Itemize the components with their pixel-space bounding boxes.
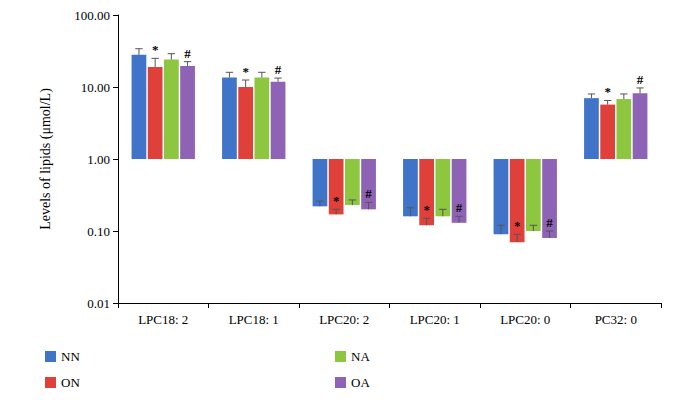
svg-text:OA: OA: [351, 375, 370, 390]
svg-text:*: *: [152, 42, 159, 57]
svg-text:#: #: [456, 200, 463, 215]
svg-text:LPC20: 1: LPC20: 1: [410, 312, 460, 327]
svg-text:#: #: [184, 46, 191, 61]
svg-text:*: *: [423, 202, 430, 217]
svg-text:*: *: [514, 218, 521, 233]
svg-text:#: #: [275, 62, 282, 77]
svg-text:PC32: 0: PC32: 0: [595, 312, 637, 327]
svg-text:10.00: 10.00: [81, 80, 110, 95]
svg-text:*: *: [604, 84, 611, 99]
svg-text:LPC20: 2: LPC20: 2: [319, 312, 369, 327]
svg-text:LPC18: 2: LPC18: 2: [138, 312, 188, 327]
svg-text:100.00: 100.00: [74, 8, 110, 23]
svg-text:*: *: [242, 64, 249, 79]
svg-text:LPC20: 0: LPC20: 0: [500, 312, 550, 327]
svg-text:*: *: [333, 193, 340, 208]
svg-text:LPC18: 1: LPC18: 1: [229, 312, 279, 327]
svg-text:NN: NN: [61, 349, 80, 364]
svg-text:0.10: 0.10: [87, 224, 110, 239]
svg-text:#: #: [546, 215, 553, 230]
svg-text:#: #: [365, 186, 372, 201]
svg-text:NA: NA: [351, 349, 370, 364]
svg-text:Levels of lipids (μmol/L): Levels of lipids (μmol/L): [38, 88, 54, 230]
svg-text:#: #: [637, 72, 644, 87]
svg-text:0.01: 0.01: [87, 296, 110, 311]
svg-text:ON: ON: [61, 375, 80, 390]
svg-text:1.00: 1.00: [87, 152, 110, 167]
